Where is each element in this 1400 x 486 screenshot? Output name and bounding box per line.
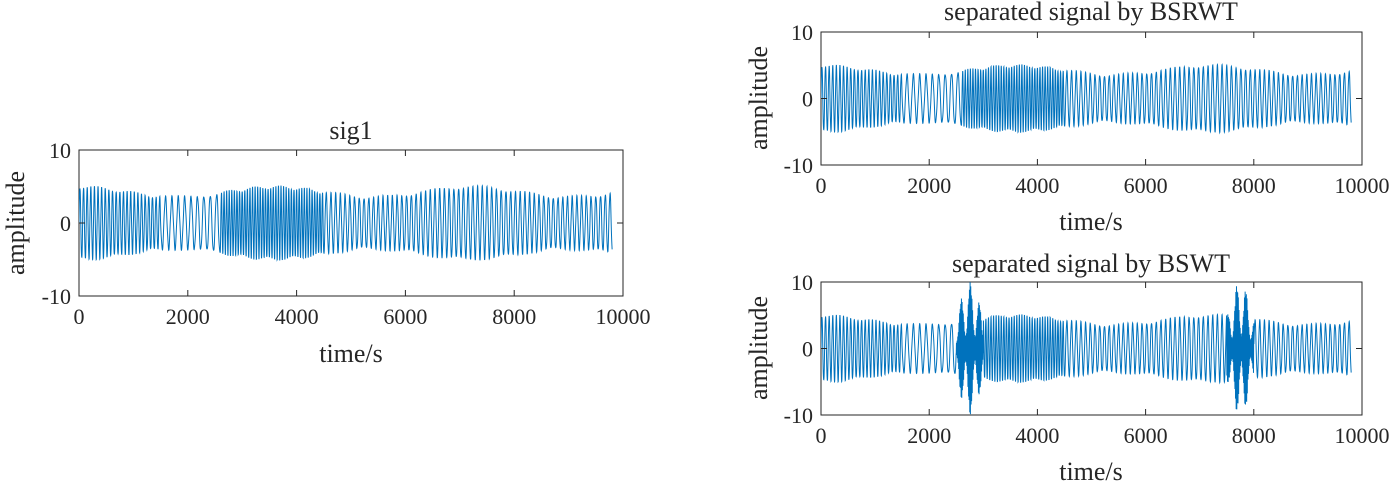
x-tick-label: 0 bbox=[74, 304, 85, 329]
title-bsrwt: separated signal by BSRWT bbox=[944, 0, 1238, 26]
title-bswt: separated signal by BSWT bbox=[952, 249, 1230, 278]
x-tick-label: 10000 bbox=[1335, 423, 1390, 448]
panel-bswt: separated signal by BSWT 0 2000 4000 6000 80… bbox=[744, 249, 1390, 486]
xlabel-bsrwt: time/s bbox=[1059, 207, 1123, 236]
y-tick-label: -10 bbox=[42, 284, 71, 309]
x-tick-label: 6000 bbox=[1124, 423, 1168, 448]
x-tick-label: 4000 bbox=[1015, 423, 1059, 448]
xlabel-bswt: time/s bbox=[1059, 457, 1123, 486]
x-tick-label: 0 bbox=[816, 173, 827, 198]
x-tick-label: 8000 bbox=[1232, 173, 1276, 198]
y-ticks-sig1: -10 0 10 bbox=[42, 138, 623, 309]
ylabel-bswt: amplitude bbox=[744, 296, 773, 400]
y-tick-label: 0 bbox=[802, 87, 813, 112]
x-tick-label: 8000 bbox=[492, 304, 536, 329]
y-tick-label: 0 bbox=[60, 211, 71, 236]
x-tick-label: 4000 bbox=[1015, 173, 1059, 198]
x-tick-label: 2000 bbox=[907, 423, 951, 448]
x-ticks-sig1: 0 2000 4000 6000 8000 10000 bbox=[74, 150, 651, 329]
series-line-bswt bbox=[821, 282, 1352, 415]
x-tick-label: 0 bbox=[816, 423, 827, 448]
title-sig1: sig1 bbox=[329, 116, 372, 145]
x-tick-label: 10000 bbox=[596, 304, 651, 329]
x-ticks-bswt: 0 2000 4000 6000 8000 10000 bbox=[816, 282, 1390, 448]
x-tick-label: 4000 bbox=[275, 304, 319, 329]
y-ticks-bsrwt: -10 0 10 bbox=[784, 20, 1362, 178]
x-tick-label: 6000 bbox=[383, 304, 427, 329]
series-line-sig1 bbox=[79, 184, 613, 262]
y-tick-label: 10 bbox=[791, 20, 813, 45]
y-tick-label: 10 bbox=[791, 270, 813, 295]
y-tick-label: 0 bbox=[802, 337, 813, 362]
panel-bsrwt: separated signal by BSRWT 0 2000 4000 6000 8… bbox=[744, 0, 1390, 236]
xlabel-sig1: time/s bbox=[319, 339, 383, 368]
series-line-bsrwt bbox=[821, 62, 1352, 135]
y-tick-label: -10 bbox=[784, 153, 813, 178]
ylabel-bsrwt: amplitude bbox=[744, 46, 773, 150]
x-tick-label: 10000 bbox=[1335, 173, 1390, 198]
x-ticks-bsrwt: 0 2000 4000 6000 8000 10000 bbox=[816, 32, 1390, 198]
y-tick-label: -10 bbox=[784, 403, 813, 428]
x-tick-label: 2000 bbox=[166, 304, 210, 329]
x-tick-label: 2000 bbox=[907, 173, 951, 198]
ylabel-sig1: amplitude bbox=[1, 171, 30, 275]
x-tick-label: 6000 bbox=[1124, 173, 1168, 198]
x-tick-label: 8000 bbox=[1232, 423, 1276, 448]
y-tick-label: 10 bbox=[49, 138, 71, 163]
y-ticks-bswt: -10 0 10 bbox=[784, 270, 1362, 428]
